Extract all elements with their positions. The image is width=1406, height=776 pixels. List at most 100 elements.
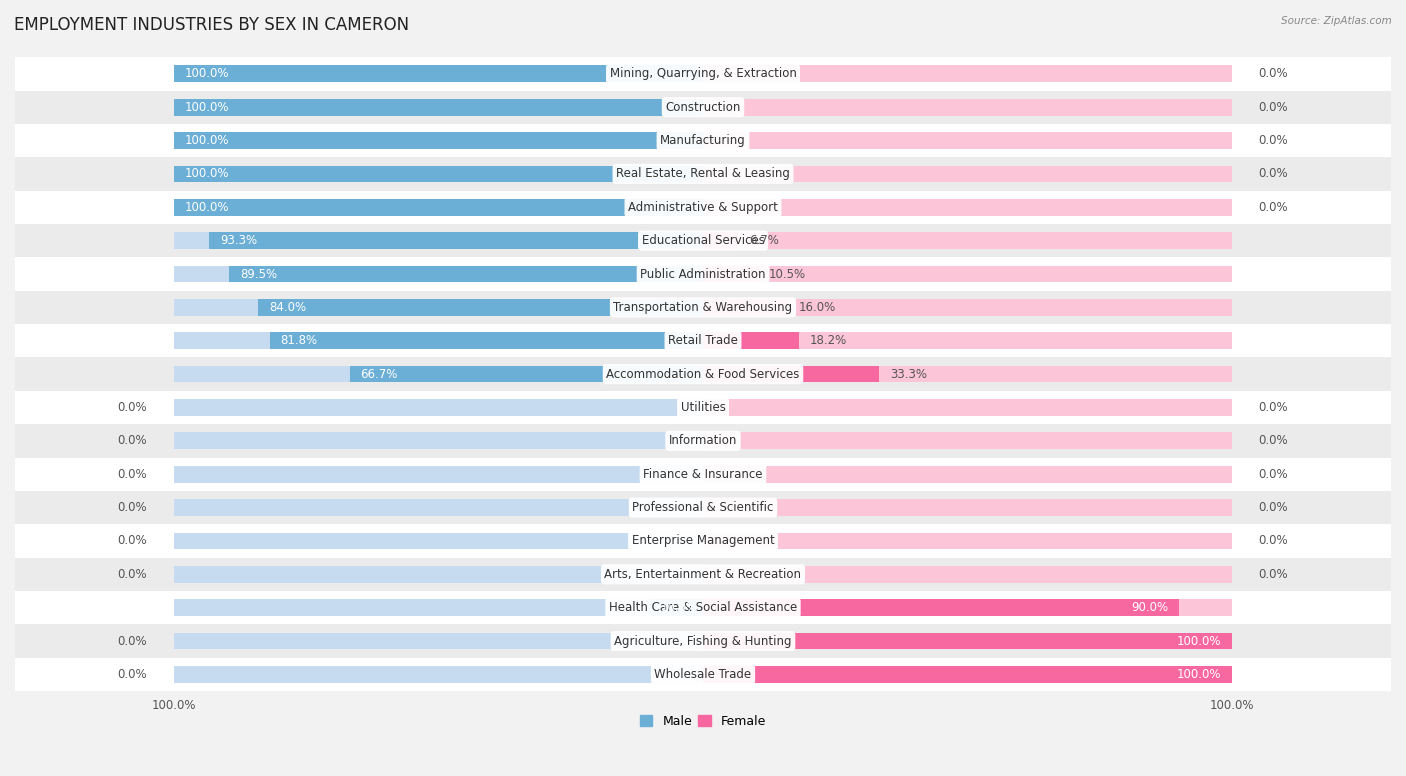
Bar [15,191,1391,224]
Bar [15,91,1391,124]
Bar [174,599,703,616]
Text: Agriculture, Fishing & Hunting: Agriculture, Fishing & Hunting [614,635,792,647]
Text: Accommodation & Food Services: Accommodation & Food Services [606,368,800,380]
Text: Public Administration: Public Administration [640,268,766,280]
Text: 0.0%: 0.0% [1258,101,1288,113]
Text: Professional & Scientific: Professional & Scientific [633,501,773,514]
Bar [174,632,703,650]
Text: Manufacturing: Manufacturing [661,134,745,147]
Bar [703,299,1232,316]
Text: 0.0%: 0.0% [118,568,148,580]
Text: 0.0%: 0.0% [118,435,148,447]
Bar [703,566,1232,583]
Bar [174,432,703,449]
Bar [703,632,1232,650]
Bar [15,291,1391,324]
Bar [15,458,1391,491]
Text: 100.0%: 100.0% [184,168,229,180]
Text: Utilities: Utilities [681,401,725,414]
Bar [703,666,1232,683]
Text: 10.0%: 10.0% [661,601,697,614]
Bar [703,232,738,249]
Text: 0.0%: 0.0% [1258,68,1288,81]
Bar [15,591,1391,625]
Text: Enterprise Management: Enterprise Management [631,535,775,547]
Text: 81.8%: 81.8% [281,334,318,347]
Text: 0.0%: 0.0% [118,401,148,414]
Bar [703,232,1232,249]
Bar [15,124,1391,158]
Bar [703,365,1232,383]
Text: 0.0%: 0.0% [118,635,148,647]
Bar [650,599,703,616]
Bar [209,232,703,249]
Bar [15,625,1391,658]
Legend: Male, Female: Male, Female [636,710,770,733]
Text: 0.0%: 0.0% [118,535,148,547]
Text: 100.0%: 100.0% [184,68,229,81]
Bar [174,499,703,516]
Bar [15,525,1391,558]
Bar [174,232,703,249]
Bar [15,258,1391,291]
Text: 0.0%: 0.0% [118,668,148,681]
Bar [15,358,1391,391]
Text: 93.3%: 93.3% [219,234,257,247]
Bar [15,558,1391,591]
Text: 0.0%: 0.0% [1258,201,1288,213]
Bar [174,132,703,149]
Bar [174,199,703,216]
Text: 0.0%: 0.0% [1258,568,1288,580]
Text: Arts, Entertainment & Recreation: Arts, Entertainment & Recreation [605,568,801,580]
Bar [270,332,703,349]
Bar [174,532,703,549]
Bar [703,199,1232,216]
Text: 0.0%: 0.0% [118,468,148,480]
Text: 89.5%: 89.5% [240,268,277,280]
Bar [229,265,703,282]
Text: 16.0%: 16.0% [799,301,835,314]
Bar [703,265,759,282]
Text: 0.0%: 0.0% [1258,435,1288,447]
Bar [703,332,800,349]
Bar [703,332,1232,349]
Bar [174,299,703,316]
Bar [703,165,1232,182]
Text: 0.0%: 0.0% [1258,401,1288,414]
Bar [703,466,1232,483]
Text: 33.3%: 33.3% [890,368,927,380]
Bar [174,165,703,182]
Text: Educational Services: Educational Services [641,234,765,247]
Bar [703,65,1232,82]
Bar [15,57,1391,91]
Bar [15,158,1391,191]
Bar [703,399,1232,416]
Bar [703,299,787,316]
Text: 100.0%: 100.0% [184,201,229,213]
Text: Transportation & Warehousing: Transportation & Warehousing [613,301,793,314]
Text: 0.0%: 0.0% [1258,468,1288,480]
Bar [174,65,703,82]
Bar [174,666,703,683]
Text: 100.0%: 100.0% [1177,668,1222,681]
Text: 100.0%: 100.0% [184,134,229,147]
Text: Health Care & Social Assistance: Health Care & Social Assistance [609,601,797,614]
Text: 100.0%: 100.0% [184,101,229,113]
Bar [174,199,703,216]
Text: EMPLOYMENT INDUSTRIES BY SEX IN CAMERON: EMPLOYMENT INDUSTRIES BY SEX IN CAMERON [14,16,409,33]
Text: Real Estate, Rental & Leasing: Real Estate, Rental & Leasing [616,168,790,180]
Bar [174,365,703,383]
Bar [350,365,703,383]
Bar [174,566,703,583]
Text: 100.0%: 100.0% [1177,635,1222,647]
Text: 18.2%: 18.2% [810,334,848,347]
Bar [15,224,1391,258]
Bar [174,399,703,416]
Text: Finance & Insurance: Finance & Insurance [644,468,762,480]
Bar [174,132,703,149]
Bar [174,99,703,116]
Bar [703,666,1232,683]
Bar [174,165,703,182]
Text: Administrative & Support: Administrative & Support [628,201,778,213]
Bar [15,658,1391,691]
